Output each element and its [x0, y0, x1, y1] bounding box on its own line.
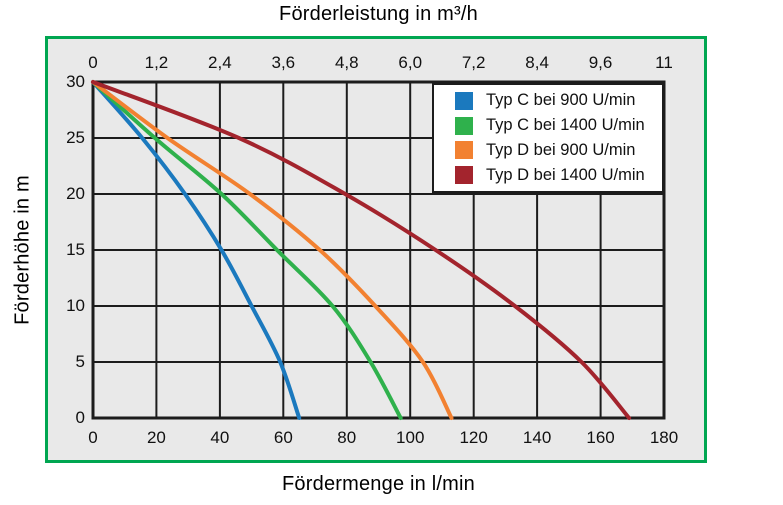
- left-tick-label: 5: [75, 352, 85, 371]
- series-curve-2: [91, 80, 454, 420]
- legend-item-2: Typ D bei 900 U/min: [434, 138, 662, 162]
- bottom-axis-title: Fördermenge in l/min: [282, 473, 475, 495]
- left-tick-label: 30: [66, 72, 85, 91]
- legend-item-1: Typ C bei 1400 U/min: [434, 114, 662, 138]
- top-tick-label: 8,4: [525, 53, 549, 72]
- legend-swatch-icon: [455, 166, 473, 185]
- series-curve-0: [91, 80, 302, 420]
- top-tick-label: 3,6: [271, 53, 296, 72]
- left-tick-label: 10: [66, 296, 85, 315]
- top-tick-label: 11: [655, 53, 673, 72]
- bottom-tick-label: 60: [273, 428, 293, 447]
- legend-swatch-icon: [455, 116, 473, 135]
- left-axis-title: Förderhöhe in m: [11, 175, 34, 325]
- top-tick-label: 1,2: [144, 53, 169, 72]
- bottom-tick-label: 20: [146, 428, 166, 447]
- bottom-tick-label: 140: [522, 428, 552, 447]
- top-tick-label: 0: [88, 53, 98, 72]
- legend-item-0: Typ C bei 900 U/min: [434, 89, 662, 113]
- bottom-tick-label: 0: [88, 428, 98, 447]
- bottom-tick-label: 40: [210, 428, 230, 447]
- bottom-tick-label: 180: [649, 428, 679, 447]
- legend: Typ C bei 900 U/min Typ C bei 1400 U/min T…: [432, 83, 664, 193]
- top-tick-label: 2,4: [208, 53, 232, 72]
- legend-label: Typ C bei 900 U/min: [486, 91, 636, 110]
- bottom-tick-label: 160: [586, 428, 615, 447]
- top-tick-label: 4,8: [334, 53, 359, 72]
- legend-swatch-icon: [455, 91, 473, 110]
- legend-label: Typ C bei 1400 U/min: [486, 116, 645, 135]
- left-tick-label: 25: [66, 128, 85, 147]
- bottom-tick-label: 100: [396, 428, 425, 447]
- left-tick-label: 15: [66, 240, 85, 259]
- left-tick-label: 0: [75, 408, 85, 427]
- series-curve-3: [91, 80, 632, 420]
- legend-label: Typ D bei 900 U/min: [486, 140, 636, 159]
- bottom-tick-label: 120: [459, 428, 488, 447]
- legend-swatch-icon: [455, 141, 473, 160]
- left-tick-label: 20: [66, 184, 85, 203]
- legend-label: Typ D bei 1400 U/min: [486, 165, 645, 184]
- top-axis-title: Förderleistung in m³/h: [279, 3, 478, 25]
- bottom-tick-label: 80: [337, 428, 357, 447]
- top-tick-label: 9,6: [588, 53, 613, 72]
- plot-border: [91, 80, 666, 420]
- legend-item-3: Typ D bei 1400 U/min: [434, 163, 662, 187]
- series-curve-1: [91, 80, 403, 420]
- top-tick-label: 6,0: [398, 53, 423, 72]
- top-tick-label: 7,2: [461, 53, 486, 72]
